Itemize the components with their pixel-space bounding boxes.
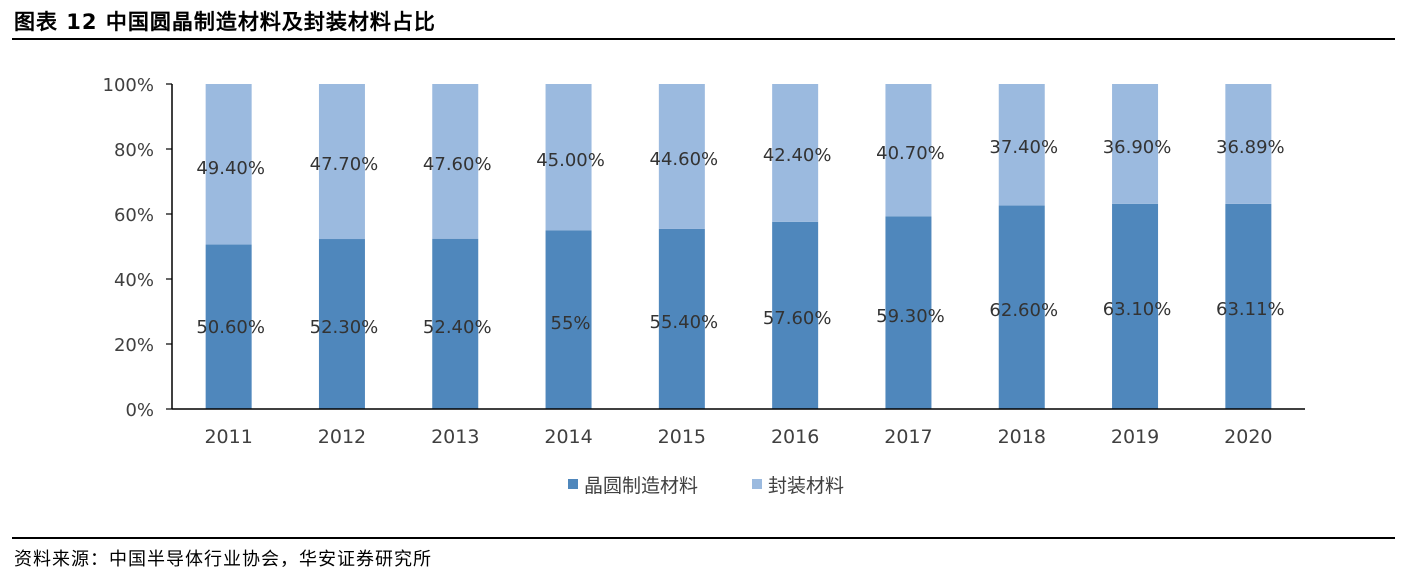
bar-packaging-2016 [772,84,819,222]
bar-packaging-2013 [432,84,479,239]
bar-wafer-2011 [205,244,252,409]
bar-wafer-2013 [432,238,479,409]
bar-packaging-2020 [1225,84,1272,204]
bar-packaging-2019 [1112,84,1159,204]
x-tick-label: 2013 [431,426,479,448]
data-label: 47.60% [423,154,492,175]
data-label: 36.90% [1103,137,1172,158]
y-tick-label: 0% [125,400,154,421]
bar-packaging-2017 [885,84,932,217]
bar-wafer-2012 [318,239,365,409]
x-tick-label: 2012 [318,426,366,448]
source-note: 资料来源：中国半导体行业协会，华安证券研究所 [14,549,432,570]
x-tick-label: 2016 [771,426,819,448]
bar-packaging-2014 [545,84,592,231]
bar-packaging-2012 [318,84,365,240]
data-label: 59.30% [876,306,945,327]
x-tick-label: 2011 [204,426,252,448]
x-tick-label: 2018 [998,426,1046,448]
data-label: 55% [551,313,591,334]
title-bar: 图表 12 中国圆晶制造材料及封装材料占比 [12,0,1395,40]
bar-wafer-2016 [772,221,819,409]
bar-wafer-2014 [545,230,592,409]
bar-packaging-2018 [998,84,1045,206]
legend-label: 晶圆制造材料 [584,475,698,497]
plot-area: 0% 20% 40% 60% 80% 100% 2011 2012 2013 2014 2015 20… [103,75,1305,448]
stacked-bar-chart: 0% 20% 40% 60% 80% 100% 2011 2012 2013 2014 2015 20… [103,75,1305,497]
y-tick-label: 80% [114,140,154,161]
bar-packaging-2015 [658,84,705,229]
bar-wafer-2019 [1112,203,1159,409]
bar-wafer-2020 [1225,203,1272,409]
data-label: 40.70% [876,143,945,164]
x-tick-label: 2020 [1224,426,1272,448]
y-tick-label: 40% [114,270,154,291]
data-label: 42.40% [763,145,832,166]
bar-packaging-2011 [205,84,252,245]
data-label: 47.70% [310,154,379,175]
data-label: 37.40% [989,137,1058,158]
source-bar: 资料来源：中国半导体行业协会，华安证券研究所 [12,537,1395,570]
legend-swatch [568,479,578,489]
figure-title: 图表 12 中国圆晶制造材料及封装材料占比 [14,10,436,34]
y-tick-label: 100% [103,75,154,96]
data-label: 36.89% [1216,137,1285,158]
y-tick-label: 20% [114,335,154,356]
x-tick-label: 2014 [544,426,592,448]
legend-label: 封装材料 [768,475,844,497]
bar-wafer-2018 [998,205,1045,409]
data-label: 50.60% [196,317,265,338]
data-label: 49.40% [196,158,265,179]
legend-swatch [752,479,762,489]
x-tick-label: 2017 [884,426,932,448]
data-label: 62.60% [989,300,1058,321]
data-label: 45.00% [536,150,605,171]
bar-wafer-2017 [885,216,932,409]
data-label: 57.60% [763,308,832,329]
data-label: 52.30% [310,317,379,338]
y-tick-label: 60% [114,205,154,226]
data-label: 44.60% [650,149,719,170]
x-tick-label: 2015 [658,426,706,448]
x-tick-label: 2019 [1111,426,1159,448]
bar-wafer-2015 [658,228,705,409]
data-label: 52.40% [423,317,492,338]
data-label: 63.11% [1216,299,1285,320]
data-label: 55.40% [650,312,719,333]
data-label: 63.10% [1103,299,1172,320]
legend: 晶圆制造材料 封装材料 [568,475,844,497]
